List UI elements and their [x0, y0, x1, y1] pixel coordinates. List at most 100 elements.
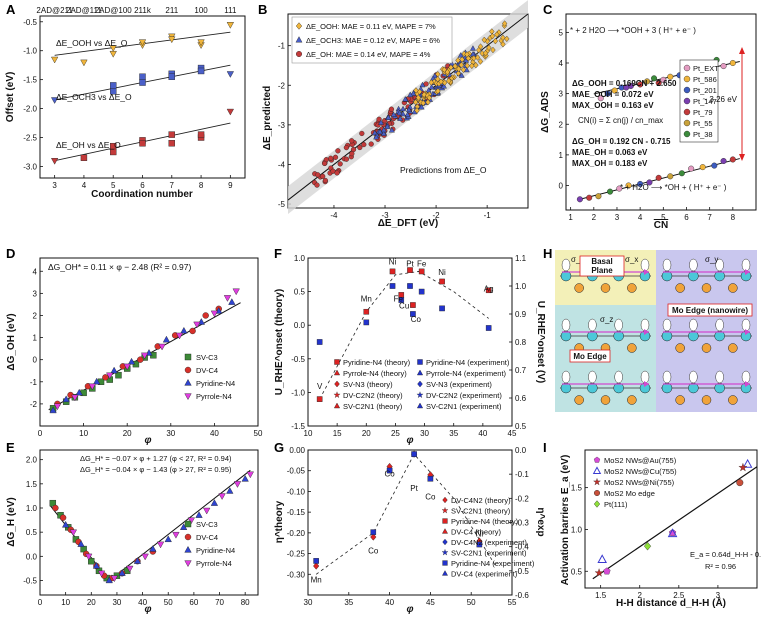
data-point [126, 565, 134, 573]
data-point [127, 357, 136, 365]
x-tick-label: 20 [362, 429, 371, 438]
legend-label: MoS2 Mo edge [604, 489, 655, 498]
experiment-point [427, 475, 434, 482]
atom [574, 395, 584, 405]
data-point [349, 138, 355, 144]
data-point [123, 363, 131, 371]
legend-marker [296, 51, 303, 58]
data-point [388, 127, 395, 133]
orbital [715, 258, 724, 272]
point-label: Pt [410, 484, 418, 493]
y-tick-label: 0.0 [26, 552, 38, 561]
y-tick-label: -0.20 [287, 529, 306, 538]
legend-marker [683, 108, 691, 116]
arrow-head [745, 329, 750, 335]
data-point [195, 511, 203, 518]
point-label: Ni [389, 258, 397, 267]
data-point [396, 109, 403, 116]
experiment-point [476, 541, 483, 548]
y-tick-label: 2 [33, 311, 38, 320]
data-point [139, 140, 146, 147]
data-point [92, 561, 101, 569]
experiment-point [316, 339, 323, 345]
panel-E: 0 10 20 30 40 50 60 70 80 -0.5 0.0 0.5 1.0 1.5 2.0 E ΔG_… [6, 440, 259, 615]
data-point [168, 73, 175, 80]
data-point [415, 94, 422, 101]
x-tick-label: 3 [52, 181, 57, 190]
data-point [168, 131, 175, 138]
experiment-point [389, 283, 396, 289]
y-right-tick-label: -0.1 [515, 470, 529, 479]
panel-label: E [6, 440, 15, 455]
x-tick-label: 0 [38, 429, 43, 438]
data-point [139, 79, 146, 86]
data-point [736, 479, 744, 487]
orbital [741, 258, 751, 272]
data-point [137, 356, 144, 363]
x-tick-label: 70 [215, 598, 224, 607]
data-point [420, 99, 426, 107]
data-point [474, 54, 481, 61]
legend-label: MoS2 NWs@Cu(755) [604, 467, 677, 476]
panel-label: I [543, 440, 547, 455]
data-point [193, 321, 201, 329]
data-point [397, 115, 404, 121]
legend-label: Pyridine-N4 (theory) [451, 517, 519, 526]
x-tick-label: 6 [140, 181, 145, 190]
orbital [640, 370, 650, 384]
plot-frame [39, 449, 259, 596]
y-tick-label: 2.0 [26, 456, 38, 465]
data-point [455, 70, 462, 77]
atom [627, 283, 637, 293]
y-tick-label: 0.00 [289, 446, 305, 455]
x-axis-label: ΔE_DFT (eV) [378, 218, 439, 229]
x-tick-label: 40 [385, 598, 394, 607]
atom [627, 343, 637, 353]
data-point [477, 58, 484, 65]
y-tick-label: -0.30 [287, 570, 306, 579]
legend-label: SV-C3 [196, 520, 218, 529]
data-point [168, 140, 175, 147]
x-axis-label: Coordination number [91, 189, 193, 200]
legend-marker [594, 490, 601, 497]
x-tick-label: 80 [241, 598, 250, 607]
data-point [678, 170, 685, 177]
atom [675, 343, 685, 353]
orbital [561, 318, 571, 332]
data-point [646, 179, 653, 186]
x-tick-label: 35 [344, 598, 353, 607]
experiment-point [386, 467, 393, 474]
y-axis-label: ΔG_ADS [540, 91, 551, 133]
data-point [603, 567, 611, 575]
data-point [189, 327, 196, 335]
data-point [384, 123, 391, 130]
y-tick-label: -3 [278, 121, 286, 130]
data-point [139, 73, 146, 80]
legend-label: Pyridine-N4 (experiment) [451, 559, 535, 568]
data-point [616, 185, 623, 192]
data-point [405, 106, 412, 113]
data-point [85, 553, 93, 561]
legend-marker [442, 496, 448, 504]
data-point [404, 111, 411, 117]
data-point [385, 114, 392, 120]
diagram-label: Basal [591, 257, 612, 266]
data-point [419, 81, 426, 88]
theory-point [407, 267, 413, 273]
panel-F: 10 15 20 25 30 35 40 45 -1.5 -1.0 -0.5 0.0 0.5 1.0 F 0.… [274, 246, 546, 446]
y-axis-label: η^exp [535, 507, 546, 536]
legend-label: Pt_586 [693, 75, 717, 84]
legend-marker [416, 369, 424, 376]
theory-point [410, 302, 416, 308]
data-point [699, 164, 706, 171]
data-point [402, 96, 409, 102]
data-point [110, 575, 119, 583]
arrow-head [644, 269, 649, 275]
data-point [586, 194, 593, 201]
data-point [71, 394, 79, 402]
x-tick-label: 45 [508, 429, 517, 438]
theory-point [316, 396, 323, 402]
experiment-point [313, 558, 319, 564]
data-point [109, 45, 117, 52]
